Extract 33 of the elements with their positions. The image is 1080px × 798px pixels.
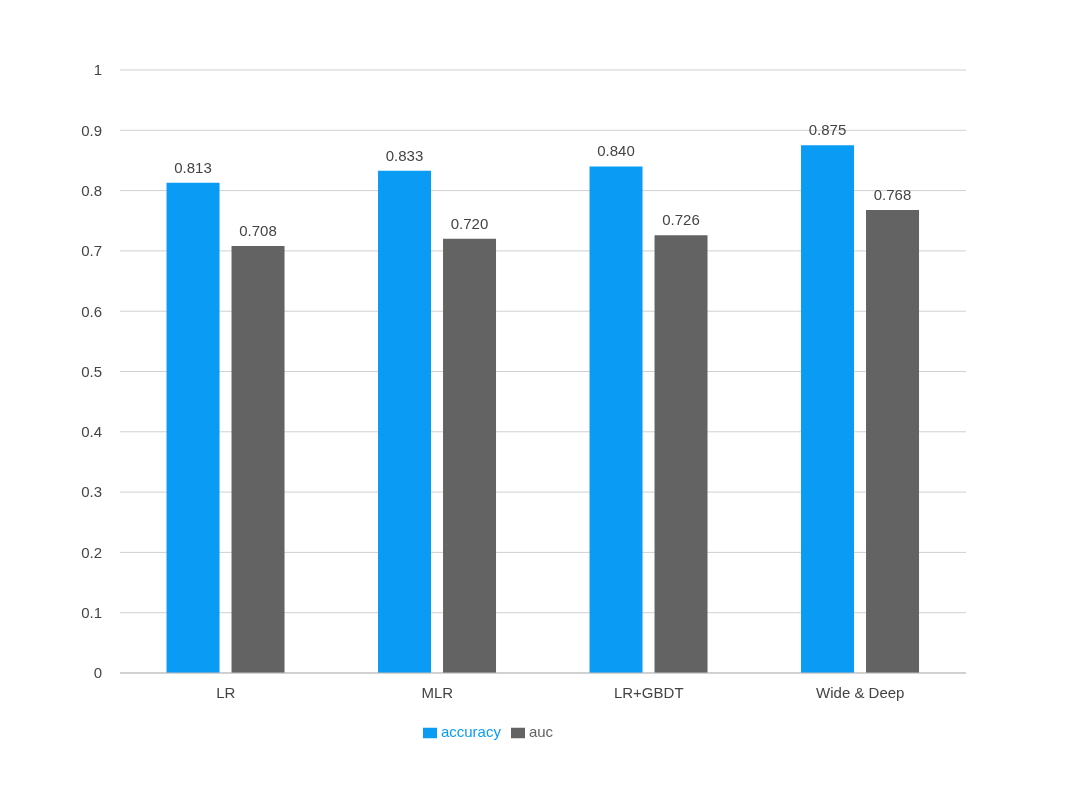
bar bbox=[443, 238, 497, 673]
y-tick-label: 0.9 bbox=[81, 121, 102, 139]
y-tick-label: 0.1 bbox=[81, 604, 102, 621]
data-label: 0.840 bbox=[597, 142, 635, 160]
x-tick-label: LR bbox=[216, 683, 236, 701]
y-tick-label: 0 bbox=[93, 664, 102, 682]
data-label: 0.708 bbox=[239, 222, 277, 240]
data-label: 0.875 bbox=[808, 121, 847, 139]
y-tick-label: 0.2 bbox=[81, 543, 102, 561]
y-tick-label: 0.7 bbox=[81, 242, 102, 260]
x-tick-label: LR+GBDT bbox=[613, 683, 684, 701]
y-tick-label: 0.6 bbox=[81, 302, 102, 320]
data-label: 0.768 bbox=[873, 185, 912, 203]
y-tick-label: 0.4 bbox=[81, 423, 102, 441]
bar bbox=[378, 170, 432, 673]
data-label: 0.720 bbox=[450, 214, 489, 232]
bar bbox=[589, 166, 643, 673]
data-label: 0.833 bbox=[385, 146, 424, 164]
x-tick-label: MLR bbox=[421, 683, 454, 701]
y-tick-label: 0.8 bbox=[81, 181, 102, 199]
bar bbox=[801, 145, 855, 673]
y-tick-label: 1 bbox=[93, 61, 102, 79]
legend-label: auc bbox=[528, 722, 554, 740]
y-tick-label: 0.5 bbox=[81, 362, 102, 380]
y-tick-label: 0.3 bbox=[81, 483, 102, 501]
legend-label: accuracy bbox=[440, 722, 501, 740]
data-label: 0.813 bbox=[174, 158, 212, 176]
bar bbox=[866, 209, 920, 673]
bar bbox=[166, 182, 220, 673]
bar bbox=[231, 246, 285, 673]
data-label: 0.726 bbox=[662, 211, 700, 229]
x-tick-label: Wide & Deep bbox=[816, 683, 905, 701]
bar bbox=[654, 235, 708, 673]
